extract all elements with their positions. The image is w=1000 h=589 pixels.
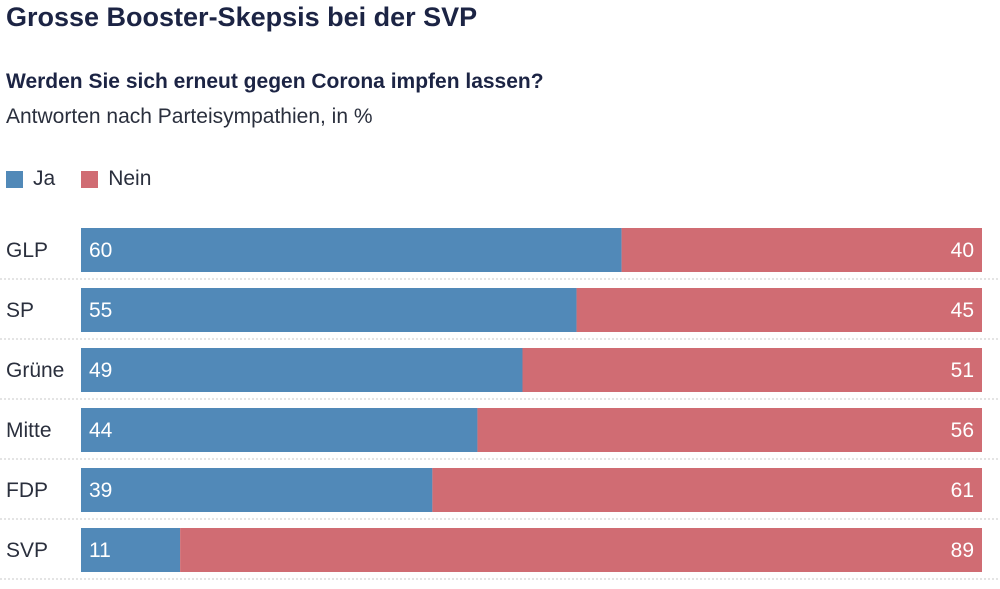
bar-ja-fdp <box>81 468 433 512</box>
category-label-mitte: Mitte <box>6 419 52 442</box>
category-label-fdp: FDP <box>6 479 48 502</box>
legend: Ja Nein <box>6 167 177 191</box>
value-label-ja-svp: 11 <box>89 539 111 562</box>
chart-subtitle: Werden Sie sich erneut gegen Corona impf… <box>6 70 544 93</box>
category-label-glp: GLP <box>6 239 48 262</box>
legend-item-ja: Ja <box>6 167 55 191</box>
chart-note: Antworten nach Parteisympathien, in % <box>6 105 373 128</box>
value-label-ja-sp: 55 <box>89 299 112 322</box>
bar-ja-sp <box>81 288 577 332</box>
value-label-ja-glp: 60 <box>89 239 112 262</box>
category-label-sp: SP <box>6 299 34 322</box>
value-label-nein-fdp: 61 <box>951 479 974 502</box>
category-label-svp: SVP <box>6 539 48 562</box>
value-label-nein-glp: 40 <box>951 239 974 262</box>
chart-title: Grosse Booster-Skepsis bei der SVP <box>6 2 478 32</box>
legend-label-nein: Nein <box>108 167 152 190</box>
value-label-nein-gr-ne: 51 <box>951 359 974 382</box>
bar-nein-svp <box>180 528 983 572</box>
value-label-nein-mitte: 56 <box>951 419 974 442</box>
bar-ja-glp <box>81 228 622 272</box>
value-label-ja-gr-ne: 49 <box>89 359 112 382</box>
value-label-nein-sp: 45 <box>951 299 974 322</box>
legend-swatch-ja <box>6 170 23 188</box>
bar-nein-gr-ne <box>522 348 982 392</box>
bar-nein-mitte <box>477 408 982 452</box>
bar-nein-sp <box>576 288 982 332</box>
value-label-ja-fdp: 39 <box>89 479 112 502</box>
bar-nein-glp <box>621 228 982 272</box>
legend-item-nein: Nein <box>81 167 151 191</box>
legend-label-ja: Ja <box>33 167 56 190</box>
bar-ja-gr-ne <box>81 348 523 392</box>
category-label-gr-ne: Grüne <box>6 359 64 382</box>
value-label-nein-svp: 89 <box>951 539 974 562</box>
value-label-ja-mitte: 44 <box>89 419 113 442</box>
legend-swatch-nein <box>81 170 99 188</box>
bar-ja-mitte <box>81 408 478 452</box>
bar-ja-svp <box>81 528 181 572</box>
bar-nein-fdp <box>432 468 982 512</box>
